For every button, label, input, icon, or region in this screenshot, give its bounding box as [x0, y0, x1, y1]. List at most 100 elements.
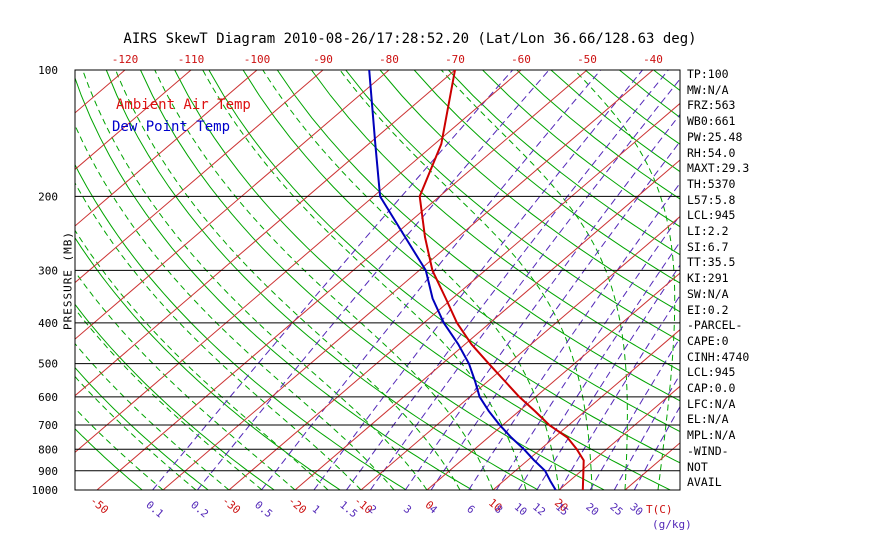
stats-line: FRZ:563 [687, 98, 736, 113]
pressure-tick-label: 800 [38, 443, 58, 456]
stats-line: AVAIL [687, 475, 722, 490]
mixing-ratio-line [589, 337, 680, 490]
legend-ambient-label: Ambient Air Temp [116, 97, 251, 113]
pressure-tick-label: 200 [38, 190, 58, 203]
mixing-ratio-line [536, 264, 680, 490]
dry-adiabat-line [345, 70, 680, 342]
isotherm-line [75, 70, 324, 284]
isotherm-line [558, 385, 680, 490]
dry-adiabat-line [174, 70, 671, 490]
isotherm-line [492, 329, 680, 490]
plot-border [74, 69, 681, 491]
top-temp-tick-label: -110 [178, 53, 205, 66]
stats-line: RH:54.0 [687, 145, 736, 160]
stats-panel: TP:100 MW:N/A FRZ:563 WB0:661 PW:25.48 RH:54.… [687, 67, 749, 491]
isotherm-line [75, 70, 192, 171]
mixing-ratio-tick-label: 6 [464, 503, 477, 516]
stats-line: MW:N/A [687, 82, 729, 97]
ambient-temp-curve [418, 70, 585, 490]
moist-adiabat-line [75, 270, 296, 490]
pressure-tick-label: 900 [38, 465, 58, 478]
isotherm-line [75, 70, 390, 340]
dry-adiabat-line [75, 163, 407, 490]
isotherm-line [426, 272, 680, 490]
top-temp-tick-label: -70 [445, 53, 465, 66]
moist-adiabat-line [82, 70, 428, 490]
chart-title: AIRS SkewT Diagram 2010-08-26/17:28:52.2… [123, 31, 697, 47]
pressure-tick-label: 100 [38, 64, 58, 77]
mixing-ratio-tick-label: 30 [628, 501, 645, 518]
mixing-ratio-tick-label: 0.2 [188, 499, 210, 520]
mixing-ratio-line [633, 405, 680, 490]
mixing-ratio-line [468, 182, 680, 490]
profiles-group [368, 70, 585, 490]
mixing-ratio-line [313, 70, 643, 490]
isotherm-line [75, 70, 456, 397]
dry-adiabat-line [208, 70, 680, 464]
stats-line: EL:N/A [687, 412, 729, 427]
stats-line: CAP:0.0 [687, 381, 736, 396]
stats-line: NOT [687, 459, 708, 474]
dry-adiabat-line [105, 70, 539, 490]
mixing-ratio-tick-label: 12 [530, 501, 547, 518]
isotherm-line [96, 70, 588, 490]
bottom-temp-tick-label: -50 [87, 494, 111, 517]
top-temp-tick-label: -80 [379, 53, 399, 66]
stats-line: LI:2.2 [687, 224, 729, 239]
pressure-tick-label: 500 [38, 358, 58, 371]
stats-line: TT:35.5 [687, 255, 736, 270]
top-temp-tick-label: -90 [313, 53, 333, 66]
dry-adiabat-line [413, 70, 680, 284]
stats-line: CINH:4740 [687, 349, 750, 364]
dry-adiabat-line [75, 428, 143, 490]
mixing-ratio-line [152, 70, 513, 490]
moist-adiabat-line [440, 70, 628, 490]
mixing-ratio-line [369, 78, 680, 490]
dry-adiabat-line [311, 70, 680, 372]
mixing-ratio-line [404, 113, 680, 490]
moist-adiabat-line [339, 70, 593, 490]
top-temp-tick-label: -60 [511, 53, 531, 66]
mixing-ratio-tick-label: 10 [512, 501, 529, 518]
mixing-ratio-line [559, 294, 680, 490]
isotherm-line [162, 70, 654, 490]
stats-line: -WIND- [687, 443, 729, 458]
moist-adiabat-line [75, 407, 164, 490]
isotherm-line [360, 215, 680, 490]
stats-line: SI:6.7 [687, 239, 729, 254]
isotherm-line [757, 70, 870, 490]
top-temp-tick-label: -50 [577, 53, 597, 66]
moist-adiabat-line [75, 375, 197, 490]
mixing-unit-label: (g/kg) [652, 518, 692, 531]
bottom-temp-tick-label: -30 [219, 494, 243, 517]
pressure-tick-label: 1000 [32, 484, 59, 497]
stats-line: MPL:N/A [687, 428, 736, 443]
mixing-ratio-line [613, 373, 680, 490]
dewpoint-curve [368, 70, 557, 490]
bottom-temp-tick-label: -20 [285, 494, 309, 517]
stats-line: KI:291 [687, 271, 729, 286]
moist-adiabat-line [75, 182, 362, 490]
dry-adiabat-line [75, 236, 341, 490]
pressure-tick-label: 300 [38, 264, 58, 277]
mixing-ratio-line [430, 140, 680, 490]
stats-line: L57:5.8 [687, 192, 736, 207]
mixing-ratio-line [197, 70, 550, 490]
isotherm-line [75, 70, 258, 227]
mixing-ratio-line [517, 241, 680, 490]
mixing-ratio-group [152, 70, 680, 490]
legend-dewpoint-label: Dew Point Temp [112, 119, 231, 135]
stats-line: CAPE:0 [687, 333, 729, 348]
dry-adiabat-line [242, 70, 680, 433]
moist-adiabat-line [75, 229, 329, 490]
dry-adiabat-line [75, 303, 275, 490]
dry-adiabat-line [276, 70, 680, 402]
mixing-ratio-line [495, 214, 680, 490]
moist-adiabat-line [154, 70, 494, 490]
moist-adiabat-line [262, 70, 560, 490]
stats-line: PW:25.48 [687, 129, 743, 144]
isotherm-line [294, 159, 680, 490]
stats-line: EI:0.2 [687, 302, 729, 317]
